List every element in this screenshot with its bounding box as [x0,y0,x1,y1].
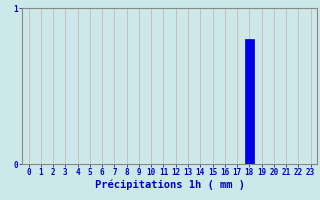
Bar [245,39,254,164]
X-axis label: Précipitations 1h ( mm ): Précipitations 1h ( mm ) [95,180,244,190]
